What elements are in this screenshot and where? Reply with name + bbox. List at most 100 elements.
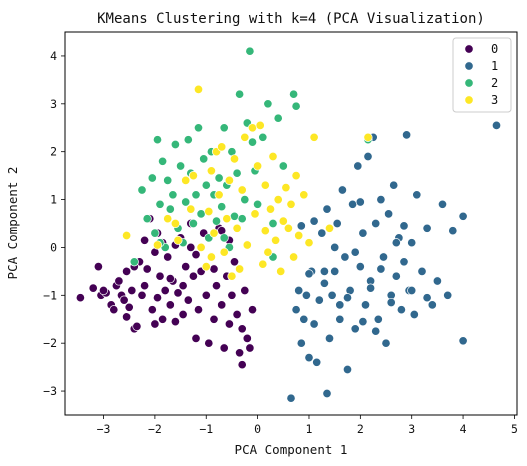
legend-label-3: 3: [491, 93, 498, 107]
scatter-point-cluster-1: [291, 305, 301, 315]
scatter-point-cluster-3: [268, 151, 278, 162]
scatter-point-cluster-1: [391, 238, 401, 248]
scatter-point-cluster-3: [229, 154, 240, 164]
scatter-point-cluster-3: [209, 228, 219, 238]
legend-marker-3: [464, 95, 474, 105]
scatter-point-cluster-1: [324, 333, 335, 343]
scatter-point-cluster-1: [304, 269, 314, 279]
scatter-point-cluster-0: [140, 281, 150, 291]
points-layer: [75, 46, 502, 403]
scatter-point-cluster-1: [399, 221, 409, 231]
scatter-point-cluster-1: [386, 297, 396, 308]
scatter-point-cluster-3: [273, 195, 283, 205]
scatter-point-cluster-3: [363, 132, 373, 142]
scatter-point-cluster-1: [304, 353, 314, 363]
scatter-point-cluster-1: [443, 290, 453, 300]
scatter-point-cluster-1: [409, 309, 419, 320]
scatter-point-cluster-2: [219, 233, 229, 243]
legend-label-2: 2: [491, 76, 498, 90]
scatter-point-cluster-1: [309, 216, 319, 226]
scatter-point-cluster-3: [222, 214, 232, 224]
scatter-point-cluster-0: [201, 290, 211, 300]
scatter-point-cluster-0: [181, 262, 191, 272]
scatter-point-cluster-3: [219, 247, 229, 257]
scatter-point-cluster-2: [129, 257, 139, 267]
scatter-point-cluster-0: [147, 305, 157, 315]
scatter-point-cluster-1: [286, 393, 296, 403]
scatter-point-cluster-0: [240, 285, 250, 296]
scatter-point-cluster-0: [173, 288, 183, 298]
scatter-point-cluster-1: [322, 204, 332, 214]
scatter-point-cluster-1: [422, 223, 432, 233]
scatter-point-cluster-0: [219, 343, 229, 353]
scatter-point-cluster-1: [353, 161, 363, 171]
scatter-point-cluster-1: [366, 283, 376, 293]
chart-title: KMeans Clustering with k=4 (PCA Visualiz…: [97, 11, 485, 27]
scatter-point-cluster-1: [299, 314, 309, 324]
scatter-point-cluster-3: [186, 204, 196, 214]
scatter-point-cluster-2: [217, 202, 227, 212]
scatter-point-cluster-1: [350, 247, 360, 257]
scatter-point-cluster-1: [363, 151, 373, 162]
scatter-point-cluster-0: [160, 285, 170, 296]
scatter-point-cluster-0: [193, 305, 204, 315]
scatter-point-cluster-0: [224, 319, 234, 329]
scatter-point-cluster-1: [378, 252, 389, 262]
scatter-point-cluster-2: [219, 123, 229, 133]
scatter-point-cluster-1: [360, 300, 371, 310]
scatter-point-cluster-3: [260, 226, 270, 236]
x-tick-label: 0: [254, 422, 261, 436]
scatter-point-cluster-3: [152, 240, 163, 250]
scatter-point-cluster-2: [211, 216, 222, 226]
scatter-point-cluster-1: [335, 300, 345, 310]
scatter-point-cluster-0: [158, 314, 168, 324]
plot-frame: [64, 31, 518, 416]
scatter-point-cluster-1: [332, 218, 342, 229]
y-tick-label: 2: [50, 145, 57, 159]
scatter-point-cluster-3: [206, 166, 216, 176]
scatter-point-cluster-1: [296, 221, 306, 231]
x-tick-label: 2: [357, 422, 364, 436]
scatter-point-cluster-0: [209, 264, 219, 274]
scatter-point-cluster-3: [304, 238, 314, 248]
scatter-point-cluster-1: [337, 185, 347, 195]
scatter-point-cluster-0: [109, 305, 119, 315]
scatter-point-cluster-0: [191, 250, 201, 260]
scatter-point-cluster-1: [350, 324, 360, 334]
scatter-point-cluster-1: [294, 285, 304, 296]
scatter-point-cluster-3: [227, 271, 237, 281]
scatter-point-cluster-2: [152, 135, 163, 145]
scatter-point-cluster-3: [271, 235, 281, 245]
scatter-point-cluster-3: [263, 247, 273, 257]
scatter-point-cluster-0: [88, 283, 98, 293]
scatter-point-cluster-1: [396, 305, 406, 315]
scatter-point-cluster-0: [127, 285, 137, 296]
scatter-point-cluster-0: [247, 305, 258, 315]
scatter-point-cluster-1: [319, 278, 329, 288]
scatter-point-cluster-2: [163, 175, 173, 185]
scatter-point-cluster-2: [137, 185, 147, 195]
scatter-point-cluster-3: [283, 223, 293, 233]
y-tick-label: −2: [43, 336, 57, 350]
scatter-point-cluster-1: [407, 238, 417, 248]
scatter-point-cluster-0: [152, 293, 163, 303]
scatter-point-cluster-2: [232, 168, 242, 178]
scatter-point-cluster-3: [253, 161, 263, 171]
scatter-point-cluster-1: [330, 242, 340, 252]
scatter-point-cluster-3: [299, 190, 309, 200]
x-tick-label: −1: [199, 422, 213, 436]
scatter-point-cluster-0: [235, 348, 245, 358]
scatter-point-cluster-2: [142, 214, 152, 224]
scatter-point-cluster-0: [114, 276, 124, 286]
legend-marker-2: [464, 78, 474, 88]
y-tick-label: 3: [50, 97, 57, 111]
scatter-point-cluster-2: [229, 211, 240, 221]
scatter-point-cluster-0: [188, 271, 198, 281]
legend-marker-1: [464, 61, 474, 71]
scatter-point-cluster-3: [289, 252, 299, 262]
y-tick-label: 0: [50, 240, 57, 254]
scatter-point-cluster-2: [247, 137, 258, 147]
scatter-point-cluster-3: [235, 264, 245, 274]
scatter-point-cluster-2: [196, 209, 206, 219]
